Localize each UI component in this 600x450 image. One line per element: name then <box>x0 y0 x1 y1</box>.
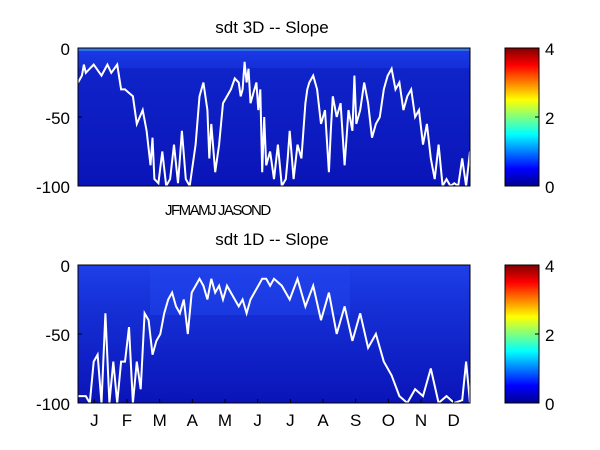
colorbar-bottom <box>504 264 540 404</box>
colorbar-tick-label-bottom: 4 <box>545 257 554 276</box>
ytick-label-top: 0 <box>61 40 70 59</box>
xtick-label-month: N <box>415 411 427 430</box>
xtick-label-month: J <box>253 411 262 430</box>
ytick-label-top: -50 <box>45 109 70 128</box>
xtick-label-month: F <box>122 411 132 430</box>
colorbar-tick-label-bottom: 0 <box>545 395 554 414</box>
ytick-label-bottom: 0 <box>61 257 70 276</box>
surface-line-top <box>78 48 470 51</box>
xtick-label-month: M <box>153 411 167 430</box>
panel-top: sdt 3D -- Slope 0 -50 -100 JFMAMJ JASOND… <box>36 18 555 219</box>
xtick-label-month: A <box>187 411 199 430</box>
colorbar-top <box>504 47 540 187</box>
mixed-layer-line-top <box>77 61 471 190</box>
colorbar-tick-label-top: 4 <box>545 40 554 59</box>
surface-band-top <box>78 48 470 68</box>
xtick-label-month: O <box>382 411 395 430</box>
ytick-label-top: -100 <box>36 178 70 197</box>
colorbar-tick-label-top: 2 <box>545 109 554 128</box>
xtick-label-month: J <box>90 411 99 430</box>
mixed-layer-line-bottom <box>78 275 471 407</box>
xtick-label-month: J <box>286 411 295 430</box>
xtick-label-month: M <box>218 411 232 430</box>
chart-title-bottom: sdt 1D -- Slope <box>215 230 328 249</box>
ytick-label-bottom: -100 <box>36 395 70 414</box>
warm-patch-bottom <box>150 265 350 315</box>
xtick-label-month: A <box>317 411 329 430</box>
xtick-label-top: JFMAMJ JASOND <box>165 202 271 219</box>
colorbar-tick-label-bottom: 2 <box>545 326 554 345</box>
chart-title-top: sdt 3D -- Slope <box>215 18 328 37</box>
xtick-label-month: S <box>350 411 361 430</box>
xtick-label-month: D <box>448 411 460 430</box>
colorbar-tick-label-top: 0 <box>545 178 554 197</box>
ytick-label-bottom: -50 <box>45 326 70 345</box>
